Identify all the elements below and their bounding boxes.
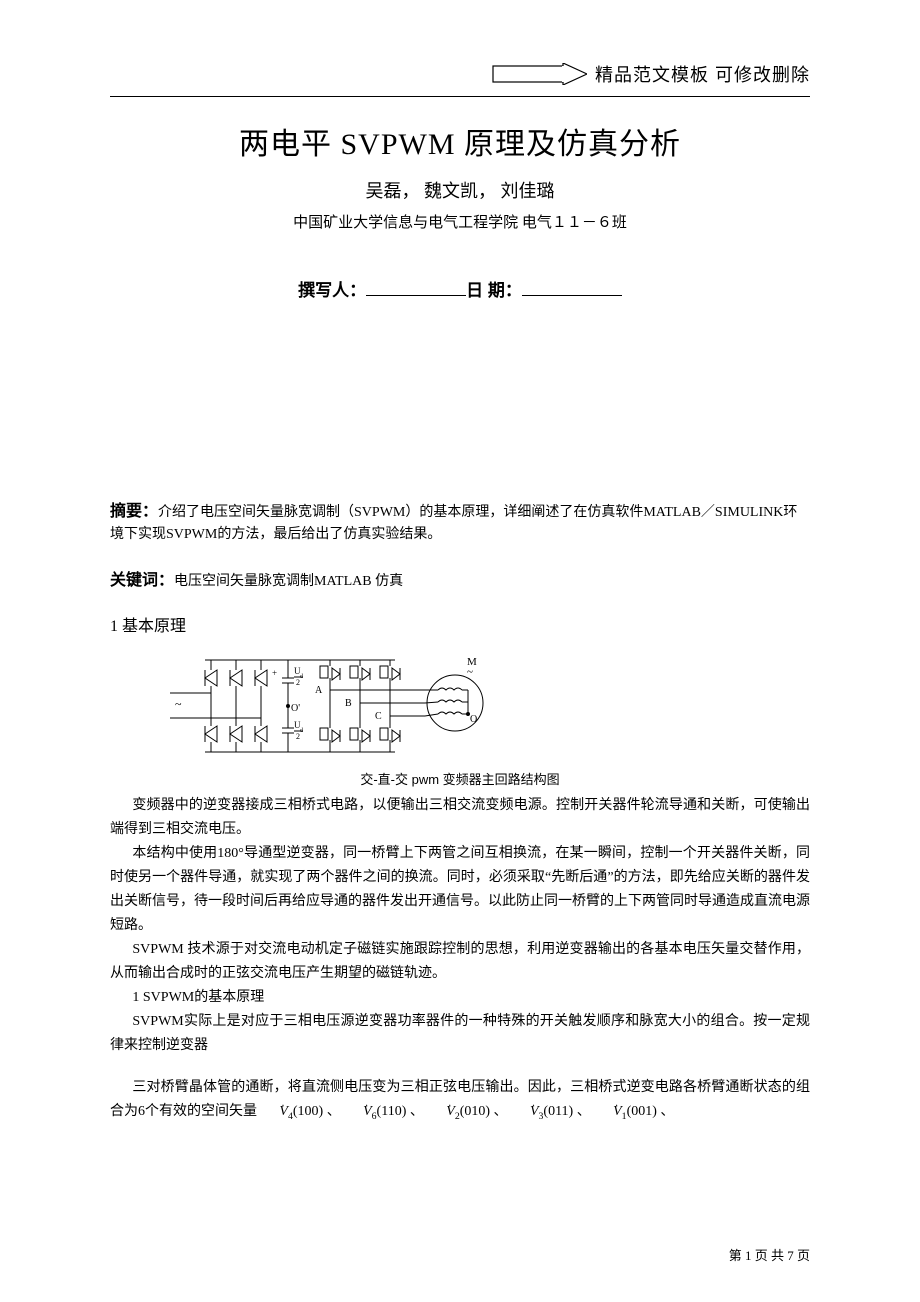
figure-caption: 交-直-交 pwm 变频器主回路结构图: [110, 769, 810, 788]
keywords: 关键词：电压空间矢量脉宽调制MATLAB 仿真: [110, 566, 810, 590]
vector-v3: ·V: [508, 1100, 539, 1124]
vector-v1: ·V: [591, 1100, 622, 1124]
para-4-head: 1 SVPWM的基本原理: [110, 986, 810, 1010]
page-footer: 第 1 页 共 7 页: [729, 1245, 810, 1264]
vector-v2: ·V: [424, 1100, 455, 1124]
writer-date-row: 撰写人： 日 期：: [110, 276, 810, 301]
svg-text:2: 2: [296, 732, 300, 741]
svg-text:~: ~: [175, 697, 182, 711]
abstract-label: 摘要：: [110, 503, 158, 520]
para-2: 本结构中使用180°导通型逆变器，同一桥臂上下两管之间互相换流，在某一瞬间，控制…: [110, 842, 810, 938]
para-4: SVPWM实际上是对应于三相电压源逆变器功率器件的一种特殊的开关触发顺序和脉宽大…: [110, 1010, 810, 1058]
svg-text:~: ~: [467, 666, 473, 678]
date-blank: [522, 282, 622, 296]
vector-v6: ·V: [341, 1100, 372, 1124]
header-underline: [110, 96, 810, 97]
svg-text:B: B: [345, 698, 352, 709]
header-banner: 精品范文模板 可修改删除: [595, 61, 810, 87]
svg-text:A: A: [315, 685, 323, 696]
svg-text:2: 2: [296, 678, 300, 687]
svg-text:+: +: [272, 668, 277, 678]
svg-text:C: C: [375, 711, 382, 722]
page-title: 两电平 SVPWM 原理及仿真分析: [110, 119, 810, 163]
circuit-figure: ~: [170, 648, 490, 763]
date-label: 日 期：: [466, 281, 522, 300]
para-5: 三对桥臂晶体管的通断，将直流侧电压变为三相正弦电压输出。因此，三相桥式逆变电路各…: [110, 1076, 810, 1129]
header-row: 精品范文模板 可修改删除: [110, 60, 810, 88]
svg-text:O': O': [291, 703, 300, 714]
arrow-icon: [492, 63, 587, 85]
writer-blank: [366, 282, 466, 296]
para-1: 变频器中的逆变器接成三相桥式电路，以便输出三相交流变频电源。控制开关器件轮流导通…: [110, 794, 810, 842]
svg-text:O: O: [470, 714, 477, 725]
authors: 吴磊， 魏文凯， 刘佳璐: [110, 177, 810, 203]
para-3: SVPWM 技术源于对交流电动机定子磁链实施跟踪控制的思想，利用逆变器输出的各基…: [110, 938, 810, 986]
section-1-heading: 1 基本原理: [110, 612, 810, 636]
vector-v4: ·V: [257, 1100, 288, 1124]
abstract-text: 介绍了电压空间矢量脉宽调制（SVPWM）的基本原理，详细阐述了在仿真软件MATL…: [110, 505, 797, 542]
writer-label: 撰写人：: [298, 281, 366, 300]
affiliation: 中国矿业大学信息与电气工程学院 电气１１－６班: [110, 211, 810, 232]
keywords-text: 电压空间矢量脉宽调制MATLAB 仿真: [174, 574, 403, 589]
abstract: 摘要：介绍了电压空间矢量脉宽调制（SVPWM）的基本原理，详细阐述了在仿真软件M…: [110, 501, 810, 546]
keywords-label: 关键词：: [110, 572, 174, 589]
